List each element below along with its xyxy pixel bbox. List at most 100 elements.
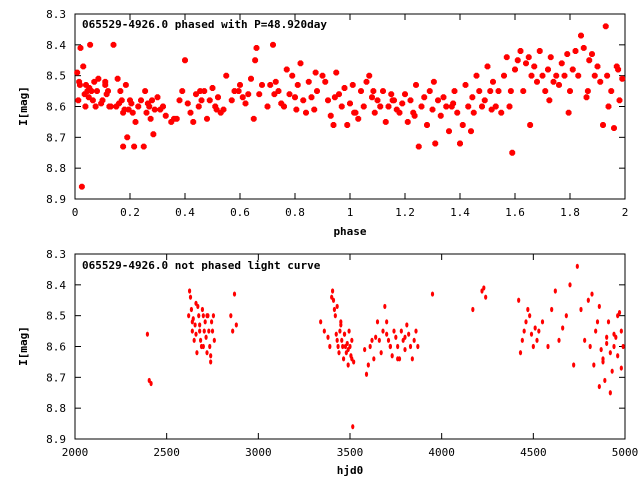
phased-data-point <box>151 106 158 113</box>
unphased-data-point <box>550 306 554 313</box>
phased-x-tick-label: 0.4 <box>175 206 195 219</box>
phased-data-point <box>338 103 345 110</box>
phased-data-point <box>120 143 127 150</box>
phased-data-point <box>415 143 422 150</box>
unphased-data-point <box>363 346 367 353</box>
phased-data-point <box>488 106 495 113</box>
phased-data-point <box>572 48 579 54</box>
unphased-data-point <box>605 334 609 340</box>
phased-data-point <box>517 48 524 54</box>
phased-data-point <box>363 78 370 85</box>
unphased-y-tick-label: 8.7 <box>46 371 66 384</box>
phased-data-point <box>402 91 408 98</box>
phased-data-point <box>545 66 551 73</box>
phased-data-point <box>331 94 338 101</box>
unphased-data-point <box>594 328 598 334</box>
phased-data-point <box>437 112 444 119</box>
phased-data-point <box>514 57 521 64</box>
unphased-data-points <box>145 263 625 430</box>
unphased-data-point <box>340 337 344 343</box>
phased-data-point <box>248 75 254 82</box>
unphased-y-tick-label: 8.4 <box>46 279 66 292</box>
unphased-data-point <box>561 325 565 331</box>
phased-data-point <box>281 103 287 110</box>
phased-x-tick-label: 2 <box>622 206 629 219</box>
phased-data-point <box>597 78 604 85</box>
unphased-data-point <box>209 319 214 325</box>
phased-data-point <box>322 78 329 85</box>
unphased-x-tick-label: 4500 <box>520 446 547 459</box>
phased-data-point <box>586 57 593 64</box>
unphased-data-point <box>319 319 323 325</box>
phased-data-point <box>539 72 546 79</box>
unphased-data-point <box>606 319 611 325</box>
phased-data-point <box>107 103 114 110</box>
unphased-data-point <box>209 359 213 365</box>
unphased-data-point <box>522 328 526 334</box>
unphased-data-point <box>192 337 196 343</box>
unphased-data-point <box>540 319 545 325</box>
unphased-data-point <box>410 356 414 362</box>
phased-data-point <box>206 97 213 104</box>
phased-data-point <box>589 51 595 58</box>
phased-data-point <box>358 88 364 95</box>
unphased-data-point <box>210 328 215 334</box>
unphased-data-point <box>416 343 420 350</box>
phased-data-point <box>388 91 395 98</box>
phased-data-point <box>611 125 617 132</box>
unphased-data-point <box>190 319 194 325</box>
phased-data-point <box>239 94 246 101</box>
unphased-x-tick-label: 2000 <box>62 446 89 459</box>
phased-data-point <box>370 88 377 95</box>
unphased-data-point <box>205 350 209 356</box>
phased-data-point <box>418 103 425 110</box>
phased-data-point <box>547 54 554 61</box>
unphased-x-axis-label: hjd0 <box>337 464 364 477</box>
phased-data-point <box>443 103 450 110</box>
phased-data-point <box>344 122 351 128</box>
phased-y-axis-label: I[mag] <box>17 86 30 126</box>
unphased-data-point <box>572 362 576 368</box>
unphased-x-tick-label: 3000 <box>245 446 272 459</box>
unphased-data-point <box>586 297 590 303</box>
unphased-data-point <box>599 346 603 353</box>
unphased-data-point <box>588 343 592 350</box>
unphased-data-point <box>368 343 372 350</box>
phased-data-point <box>267 81 274 88</box>
unphased-data-point <box>612 331 616 337</box>
phased-data-point <box>95 75 102 82</box>
phased-data-point <box>600 122 606 128</box>
phased-data-point <box>253 44 260 51</box>
unphased-data-point <box>575 263 579 269</box>
unphased-data-point <box>194 300 198 306</box>
phased-data-point <box>424 122 430 128</box>
unphased-data-point <box>546 343 550 350</box>
unphased-data-point <box>590 291 594 297</box>
phased-data-point <box>561 72 568 79</box>
phased-data-point <box>305 78 312 85</box>
unphased-data-point <box>333 313 337 319</box>
phased-data-point <box>369 94 375 101</box>
phased-x-tick-label: 0.2 <box>120 206 140 219</box>
phased-data-point <box>223 72 230 79</box>
unphased-data-point <box>209 353 213 359</box>
phased-data-point <box>272 78 279 85</box>
phased-data-point <box>330 122 337 128</box>
unphased-data-point <box>394 334 398 340</box>
phased-data-point <box>275 88 282 95</box>
phased-data-point <box>135 103 142 110</box>
unphased-data-point <box>535 337 539 343</box>
unphased-data-point <box>335 303 339 310</box>
phased-data-point <box>252 57 259 64</box>
phased-data-point <box>143 109 150 116</box>
phased-data-point <box>270 41 276 48</box>
phased-data-points <box>74 23 626 190</box>
unphased-data-point <box>553 288 557 294</box>
phased-data-point <box>86 85 93 91</box>
unphased-x-tick-label: 2500 <box>153 446 180 459</box>
phased-data-point <box>411 112 418 119</box>
phased-data-point <box>250 115 257 122</box>
unphased-x-tick-label: 5000 <box>612 446 639 459</box>
unphased-data-point <box>392 328 396 334</box>
unphased-data-point <box>385 319 389 325</box>
